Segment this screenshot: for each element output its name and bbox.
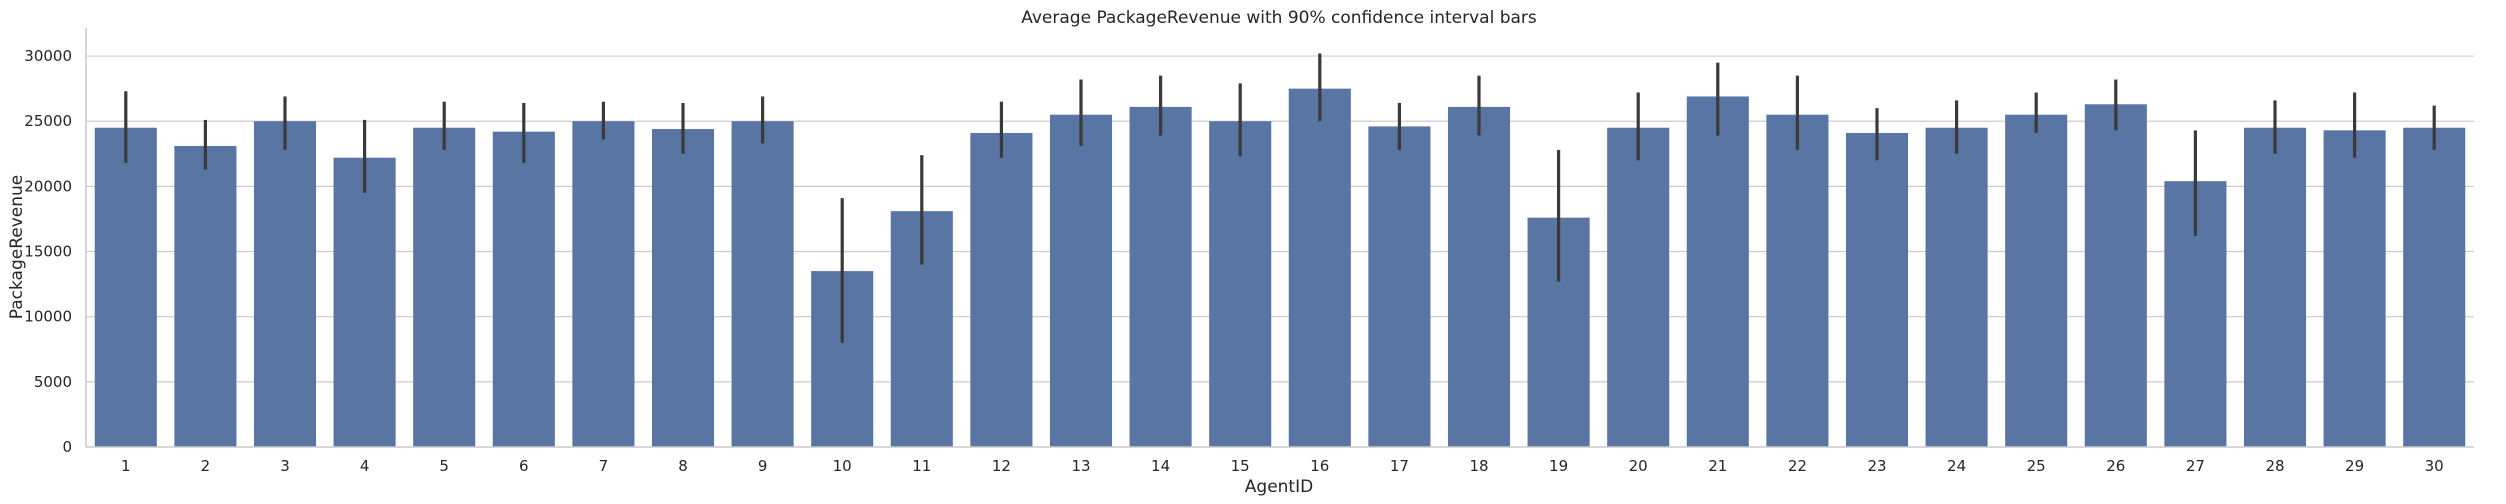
x-tick-label: 6 — [519, 457, 529, 475]
y-tick-label: 25000 — [24, 112, 72, 130]
x-tick-label: 20 — [1629, 457, 1648, 475]
bar — [2084, 104, 2147, 447]
y-tick-label: 30000 — [24, 47, 72, 65]
x-tick-label: 7 — [599, 457, 609, 475]
x-tick-label: 22 — [1788, 457, 1807, 475]
bar — [1766, 114, 1829, 447]
x-axis-label: AgentID — [1245, 477, 1313, 497]
x-tick-label: 21 — [1708, 457, 1727, 475]
y-ticks: 0 5000 10000 15000 20000 25000 30000 — [24, 47, 72, 456]
x-tick-label: 27 — [2186, 457, 2205, 475]
bar — [2005, 114, 2068, 447]
x-tick-label: 26 — [2106, 457, 2125, 475]
x-tick-label: 25 — [2027, 457, 2046, 475]
x-tick-label: 19 — [1549, 457, 1568, 475]
x-tick-label: 17 — [1390, 457, 1409, 475]
bar — [2243, 127, 2307, 447]
x-tick-label: 13 — [1071, 457, 1090, 475]
bar — [2323, 130, 2386, 447]
x-tick-label: 1 — [121, 457, 131, 475]
x-tick-label: 8 — [678, 457, 688, 475]
x-tick-label: 10 — [833, 457, 852, 475]
x-tick-label: 2 — [201, 457, 211, 475]
error-bars — [124, 53, 2436, 343]
bar — [1209, 121, 1272, 447]
bar — [1129, 106, 1192, 448]
x-tick-label: 3 — [280, 457, 290, 475]
bar — [1607, 127, 1670, 447]
x-tick-label: 18 — [1469, 457, 1488, 475]
bar — [333, 157, 396, 448]
x-tick-label: 9 — [758, 457, 768, 475]
bars — [94, 88, 2466, 448]
x-tick-label: 4 — [360, 457, 370, 475]
y-tick-label: 15000 — [24, 243, 72, 261]
bar — [1288, 88, 1351, 447]
x-tick-label: 12 — [992, 457, 1011, 475]
bar — [2403, 127, 2466, 447]
x-tick-label: 14 — [1151, 457, 1170, 475]
y-axis-label: PackageRevenue — [7, 175, 27, 320]
bar — [94, 127, 157, 447]
bar — [492, 131, 555, 448]
y-tick-label: 10000 — [24, 308, 72, 326]
bar — [651, 129, 715, 447]
y-tick-label: 20000 — [24, 177, 72, 195]
x-tick-label: 15 — [1231, 457, 1250, 475]
y-tick-label: 0 — [62, 438, 72, 456]
y-tick-label: 5000 — [34, 373, 72, 391]
bar — [413, 127, 476, 447]
bar — [1447, 106, 1511, 448]
chart-title: Average PackageRevenue with 90% confiden… — [1021, 8, 1537, 28]
x-ticks: 1 2 3 4 5 6 7 8 9 10 11 12 13 14 15 16 17 18 19 20 21 22 23 24 2… — [121, 457, 2444, 475]
x-tick-label: 24 — [1947, 457, 1966, 475]
x-tick-label: 16 — [1310, 457, 1329, 475]
x-tick-label: 28 — [2265, 457, 2284, 475]
bar — [1368, 126, 1431, 448]
bar — [1925, 127, 1988, 447]
x-tick-label: 23 — [1867, 457, 1886, 475]
axes-spines — [85, 28, 2474, 448]
x-tick-label: 30 — [2425, 457, 2444, 475]
x-tick-label: 29 — [2345, 457, 2364, 475]
bar — [1686, 96, 1749, 447]
bar — [970, 132, 1033, 447]
bar — [572, 121, 635, 447]
bar — [1845, 132, 1909, 447]
bar — [253, 121, 317, 447]
grid-lines — [86, 55, 2474, 448]
bar — [731, 121, 794, 447]
x-tick-label: 5 — [439, 457, 449, 475]
x-tick-label: 11 — [912, 457, 931, 475]
bar — [174, 145, 237, 447]
bar — [1049, 114, 1113, 447]
